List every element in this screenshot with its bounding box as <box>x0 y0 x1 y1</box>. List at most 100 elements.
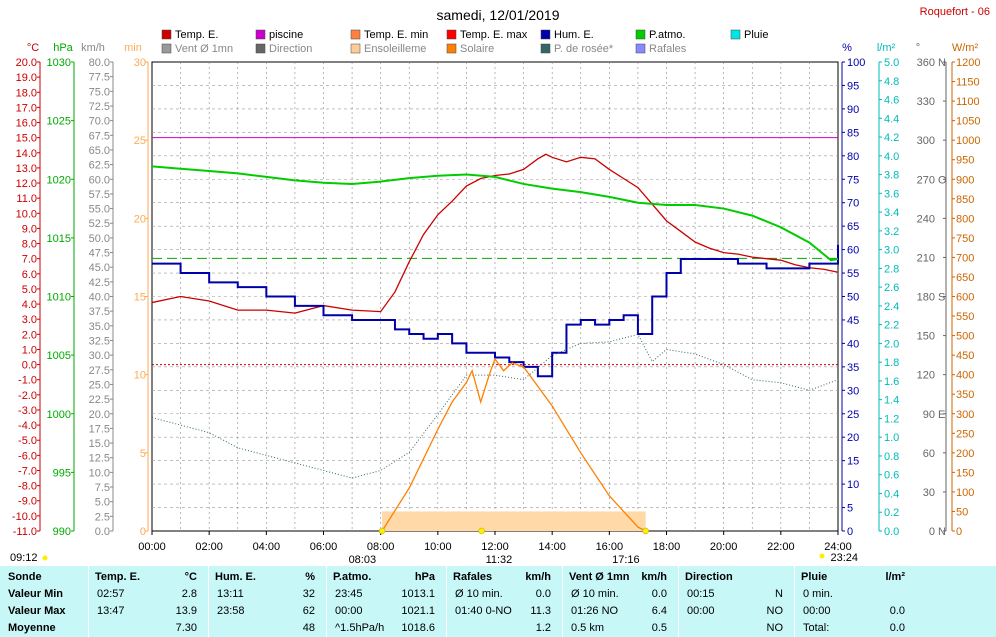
rain-tick-label: 0.0 <box>884 526 899 538</box>
temp-tick-label: 10.0 <box>16 208 37 220</box>
wind-tick-label: 65.0 <box>89 145 110 157</box>
solar-tick-label: 1100 <box>956 96 980 108</box>
temp-tick-label: 13.0 <box>16 163 37 175</box>
direction-cardinal-label: E <box>938 409 945 421</box>
stats-table: Sonde Valeur Min Valeur Max Moyenne Temp… <box>0 566 996 637</box>
stats-cell-label: 00:00 <box>803 605 831 617</box>
temp-tick-label: 12.0 <box>16 178 37 190</box>
stats-cell-value: 7.30 <box>175 622 197 634</box>
row-label-min: Valeur Min <box>8 588 64 600</box>
legend-label: Temp. E. min <box>364 29 428 41</box>
rain-unit: l/m² <box>877 42 896 54</box>
rain-tick-label: 1.8 <box>884 357 899 369</box>
rain-tick-label: 1.6 <box>884 376 899 388</box>
humidity-tick-label: 0 <box>847 526 853 538</box>
stats-cell-value: NO <box>766 622 784 634</box>
x-tick-label: 04:00 <box>253 541 281 553</box>
press-tick-label: 1020 <box>47 174 71 186</box>
temp-tick-label: -6.0 <box>18 450 37 462</box>
wind-tick-label: 10.0 <box>89 467 110 479</box>
press-tick-label: 1010 <box>47 292 71 304</box>
stats-column-unit: l/m² <box>885 571 905 583</box>
wind-tick-label: 27.5 <box>89 365 110 377</box>
legend-swatch <box>635 43 646 54</box>
rain-tick-label: 3.2 <box>884 226 899 238</box>
legend-label: Direction <box>269 43 312 55</box>
direction-tick-label: 180 <box>917 292 935 304</box>
sunshine-band <box>382 511 646 531</box>
wind-tick-label: 0.0 <box>95 526 110 538</box>
solar-tick-label: 650 <box>956 272 974 284</box>
solar-tick-label: 600 <box>956 292 974 304</box>
legend-swatch <box>540 29 551 40</box>
solar-tick-label: 50 <box>956 506 968 518</box>
series-line-solaire <box>381 357 646 532</box>
solar-tick-label: 750 <box>956 233 974 245</box>
temp-tick-label: 15.0 <box>16 133 37 145</box>
x-tick-label: 22:00 <box>767 541 795 553</box>
stats-column-unit: % <box>305 571 315 583</box>
minutes-unit: min <box>124 42 142 54</box>
stats-cell-label: Ø 10 min. <box>455 588 503 600</box>
chart-title: samedi, 12/01/2019 <box>437 7 560 23</box>
stats-cell-label: 23:58 <box>217 605 245 617</box>
direction-tick-label: 150 <box>917 331 935 343</box>
press-tick-label: 1030 <box>47 57 71 69</box>
legend-swatch <box>255 29 266 40</box>
temp-tick-label: 16.0 <box>16 118 37 130</box>
temp-tick-label: -10.0 <box>12 511 37 523</box>
legend-swatch <box>255 43 266 54</box>
legend-label: Vent Ø 1mn <box>175 43 233 55</box>
wind-tick-label: 42.5 <box>89 277 110 289</box>
x-tick-label: 24:00 <box>824 541 852 553</box>
sunrise-label: 08:03 <box>349 554 377 566</box>
direction-tick-label: 30 <box>923 487 935 499</box>
direction-tick-label: 0 <box>929 526 935 538</box>
rain-tick-label: 2.4 <box>884 301 899 313</box>
x-tick-label: 10:00 <box>424 541 452 553</box>
stats-cell-label: 13:47 <box>97 605 125 617</box>
direction-tick-label: 240 <box>917 213 935 225</box>
wind-tick-label: 67.5 <box>89 130 110 142</box>
stats-column-title: Hum. E. <box>215 571 256 583</box>
solar-tick-label: 1150 <box>956 77 980 89</box>
stats-cell-label: Total: <box>803 622 830 634</box>
time-left-label: 09:12 <box>10 552 38 564</box>
humidity-tick-label: 45 <box>847 315 859 327</box>
minutes-tick-label: 30 <box>134 57 146 69</box>
stats-column-6: Pluie l/m² 0 min. 00:00 0.0 Total: 0.0 <box>794 566 915 637</box>
wind-tick-label: 12.5 <box>89 453 110 465</box>
solar-tick-label: 800 <box>956 213 974 225</box>
legend-swatch <box>446 43 457 54</box>
wind-tick-label: 72.5 <box>89 101 110 113</box>
row-label-sonde: Sonde <box>8 571 42 583</box>
humidity-tick-label: 90 <box>847 104 859 116</box>
direction-tick-label: 360 <box>917 57 935 69</box>
minutes-tick-label: 5 <box>140 448 146 460</box>
x-tick-label: 20:00 <box>710 541 738 553</box>
rain-tick-label: 2.8 <box>884 263 899 275</box>
x-tick-label: 02:00 <box>195 541 223 553</box>
solar-unit: W/m² <box>952 42 979 54</box>
series-line-hum--e- <box>152 244 839 378</box>
stats-cell-value: 1018.6 <box>401 622 435 634</box>
solar-tick-label: 850 <box>956 194 974 206</box>
solar-tick-label: 1200 <box>956 57 980 69</box>
x-tick-label: 18:00 <box>653 541 681 553</box>
temp-tick-label: 7.0 <box>22 254 37 266</box>
solar-tick-label: 550 <box>956 311 974 323</box>
sun-marker <box>642 527 649 535</box>
stats-cell-label: 23:45 <box>335 588 363 600</box>
humidity-tick-label: 15 <box>847 456 859 468</box>
wind-tick-label: 2.5 <box>95 511 110 523</box>
legend-swatch <box>540 43 551 54</box>
humidity-tick-label: 60 <box>847 245 859 257</box>
legend-swatch <box>161 29 172 40</box>
minutes-tick-label: 25 <box>134 135 146 147</box>
x-tick-label: 06:00 <box>310 541 338 553</box>
stats-column-unit: hPa <box>414 571 435 583</box>
stats-column-title: P.atmo. <box>333 571 372 583</box>
rain-tick-label: 3.6 <box>884 188 899 200</box>
weather-chart: samedi, 12/01/2019 Roquefort - 06 Temp. E.… <box>10 6 990 566</box>
stats-cell-value: 0.0 <box>889 605 905 617</box>
